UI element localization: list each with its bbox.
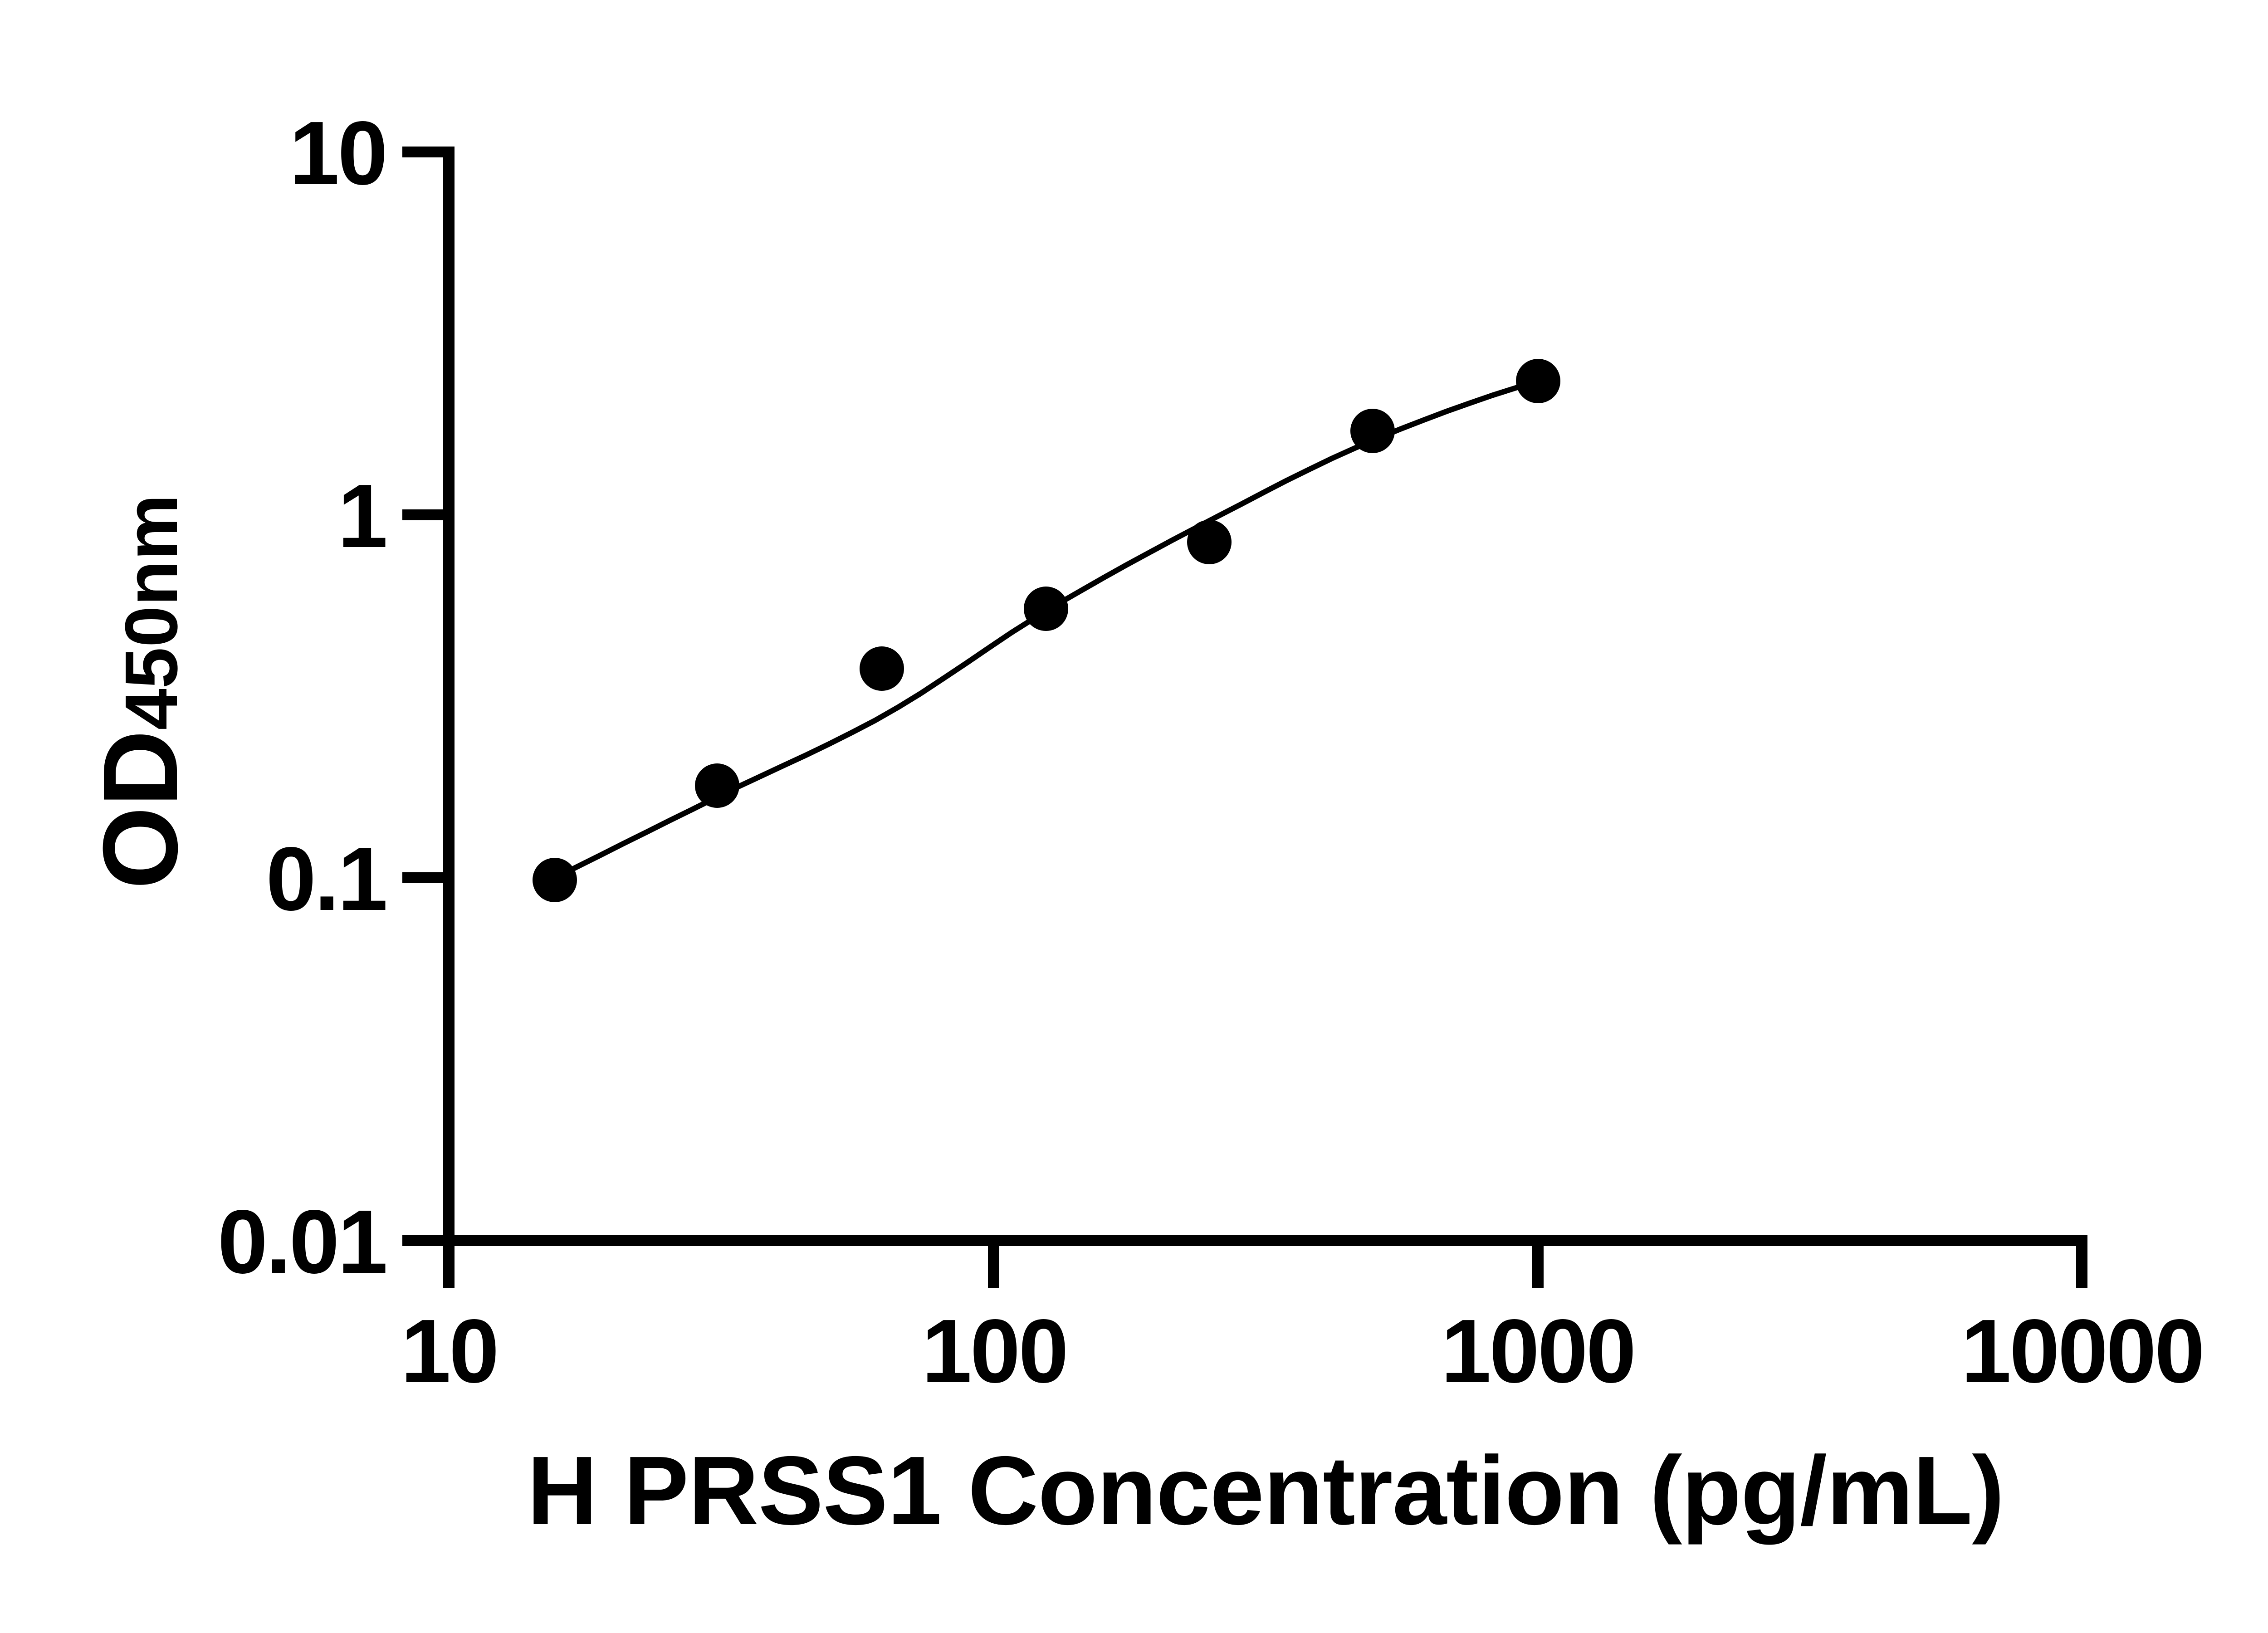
svg-text:100: 100 (922, 1301, 1067, 1402)
svg-text:10: 10 (289, 103, 386, 204)
svg-text:1000: 1000 (1441, 1301, 1635, 1402)
svg-text:0.01: 0.01 (218, 1192, 386, 1292)
svg-text:0.1: 0.1 (266, 829, 386, 929)
svg-text:10000: 10000 (1961, 1301, 2203, 1402)
svg-text:OD450nm: OD450nm (81, 494, 200, 890)
svg-text:H PRSS1 Concentration (pg/mL): H PRSS1 Concentration (pg/mL) (527, 1436, 2004, 1545)
svg-text:10: 10 (401, 1301, 497, 1402)
svg-text:1: 1 (337, 466, 386, 567)
